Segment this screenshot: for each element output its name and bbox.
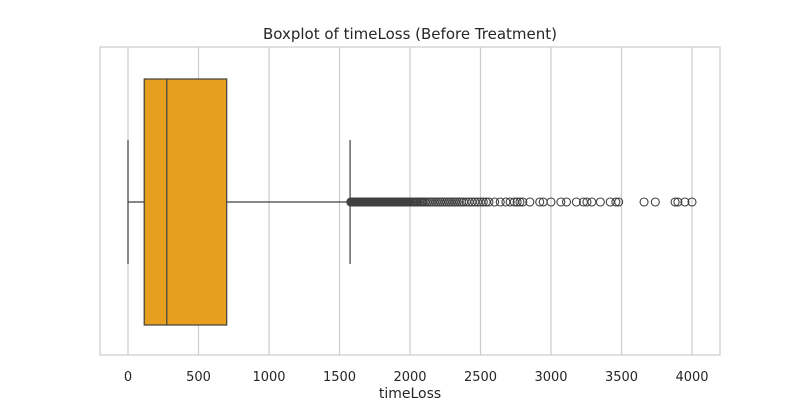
chart-title: Boxplot of timeLoss (Before Treatment) bbox=[263, 25, 557, 43]
outlier-point-149 bbox=[680, 197, 690, 207]
outlier-point-136 bbox=[561, 197, 572, 207]
outlier-point-130 bbox=[518, 197, 528, 207]
outlier-point-139 bbox=[582, 197, 592, 207]
x-tick-label-4000: 4000 bbox=[675, 370, 708, 385]
outlier-point-137 bbox=[571, 197, 581, 207]
outlier-point-150 bbox=[687, 197, 697, 207]
outlier-point-147 bbox=[670, 197, 680, 207]
x-axis-label: timeLoss bbox=[379, 386, 441, 400]
outlier-point-120 bbox=[478, 197, 488, 207]
x-tick-label-2000: 2000 bbox=[393, 370, 426, 385]
x-tick-label-1500: 1500 bbox=[323, 370, 356, 385]
outlier-point-126 bbox=[505, 197, 515, 207]
outlier-point-122 bbox=[484, 197, 494, 207]
outlier-point-144 bbox=[614, 197, 624, 207]
outlier-point-128 bbox=[512, 197, 522, 207]
x-tick-label-500: 500 bbox=[186, 370, 211, 385]
outlier-point-140 bbox=[587, 197, 597, 207]
outlier-layer bbox=[346, 197, 697, 207]
outlier-point-146 bbox=[650, 197, 660, 207]
x-tick-label-2500: 2500 bbox=[464, 370, 497, 385]
outlier-point-141 bbox=[595, 197, 605, 207]
outlier-point-123 bbox=[490, 197, 500, 207]
outlier-point-124 bbox=[495, 197, 505, 207]
x-tick-label-3500: 3500 bbox=[605, 370, 638, 385]
x-tick-layer: 0 500 1000 1500 2000 2500 3000 3500 4000 bbox=[124, 370, 709, 385]
outlier-point-131 bbox=[525, 197, 535, 207]
outlier-point-148 bbox=[673, 197, 683, 207]
box-layer bbox=[143, 78, 228, 326]
outlier-point-134 bbox=[546, 197, 556, 207]
outlier-point-145 bbox=[639, 197, 649, 207]
plot-frame bbox=[99, 46, 721, 356]
x-tick-label-3000: 3000 bbox=[534, 370, 567, 385]
outlier-point-135 bbox=[556, 197, 566, 207]
x-tick-label-1000: 1000 bbox=[252, 370, 285, 385]
outlier-point-129 bbox=[515, 197, 525, 207]
outlier-point-143 bbox=[611, 197, 621, 207]
outlier-point-132 bbox=[535, 197, 545, 207]
iqr-box bbox=[143, 78, 228, 326]
x-tick-label-0: 0 bbox=[124, 370, 132, 385]
